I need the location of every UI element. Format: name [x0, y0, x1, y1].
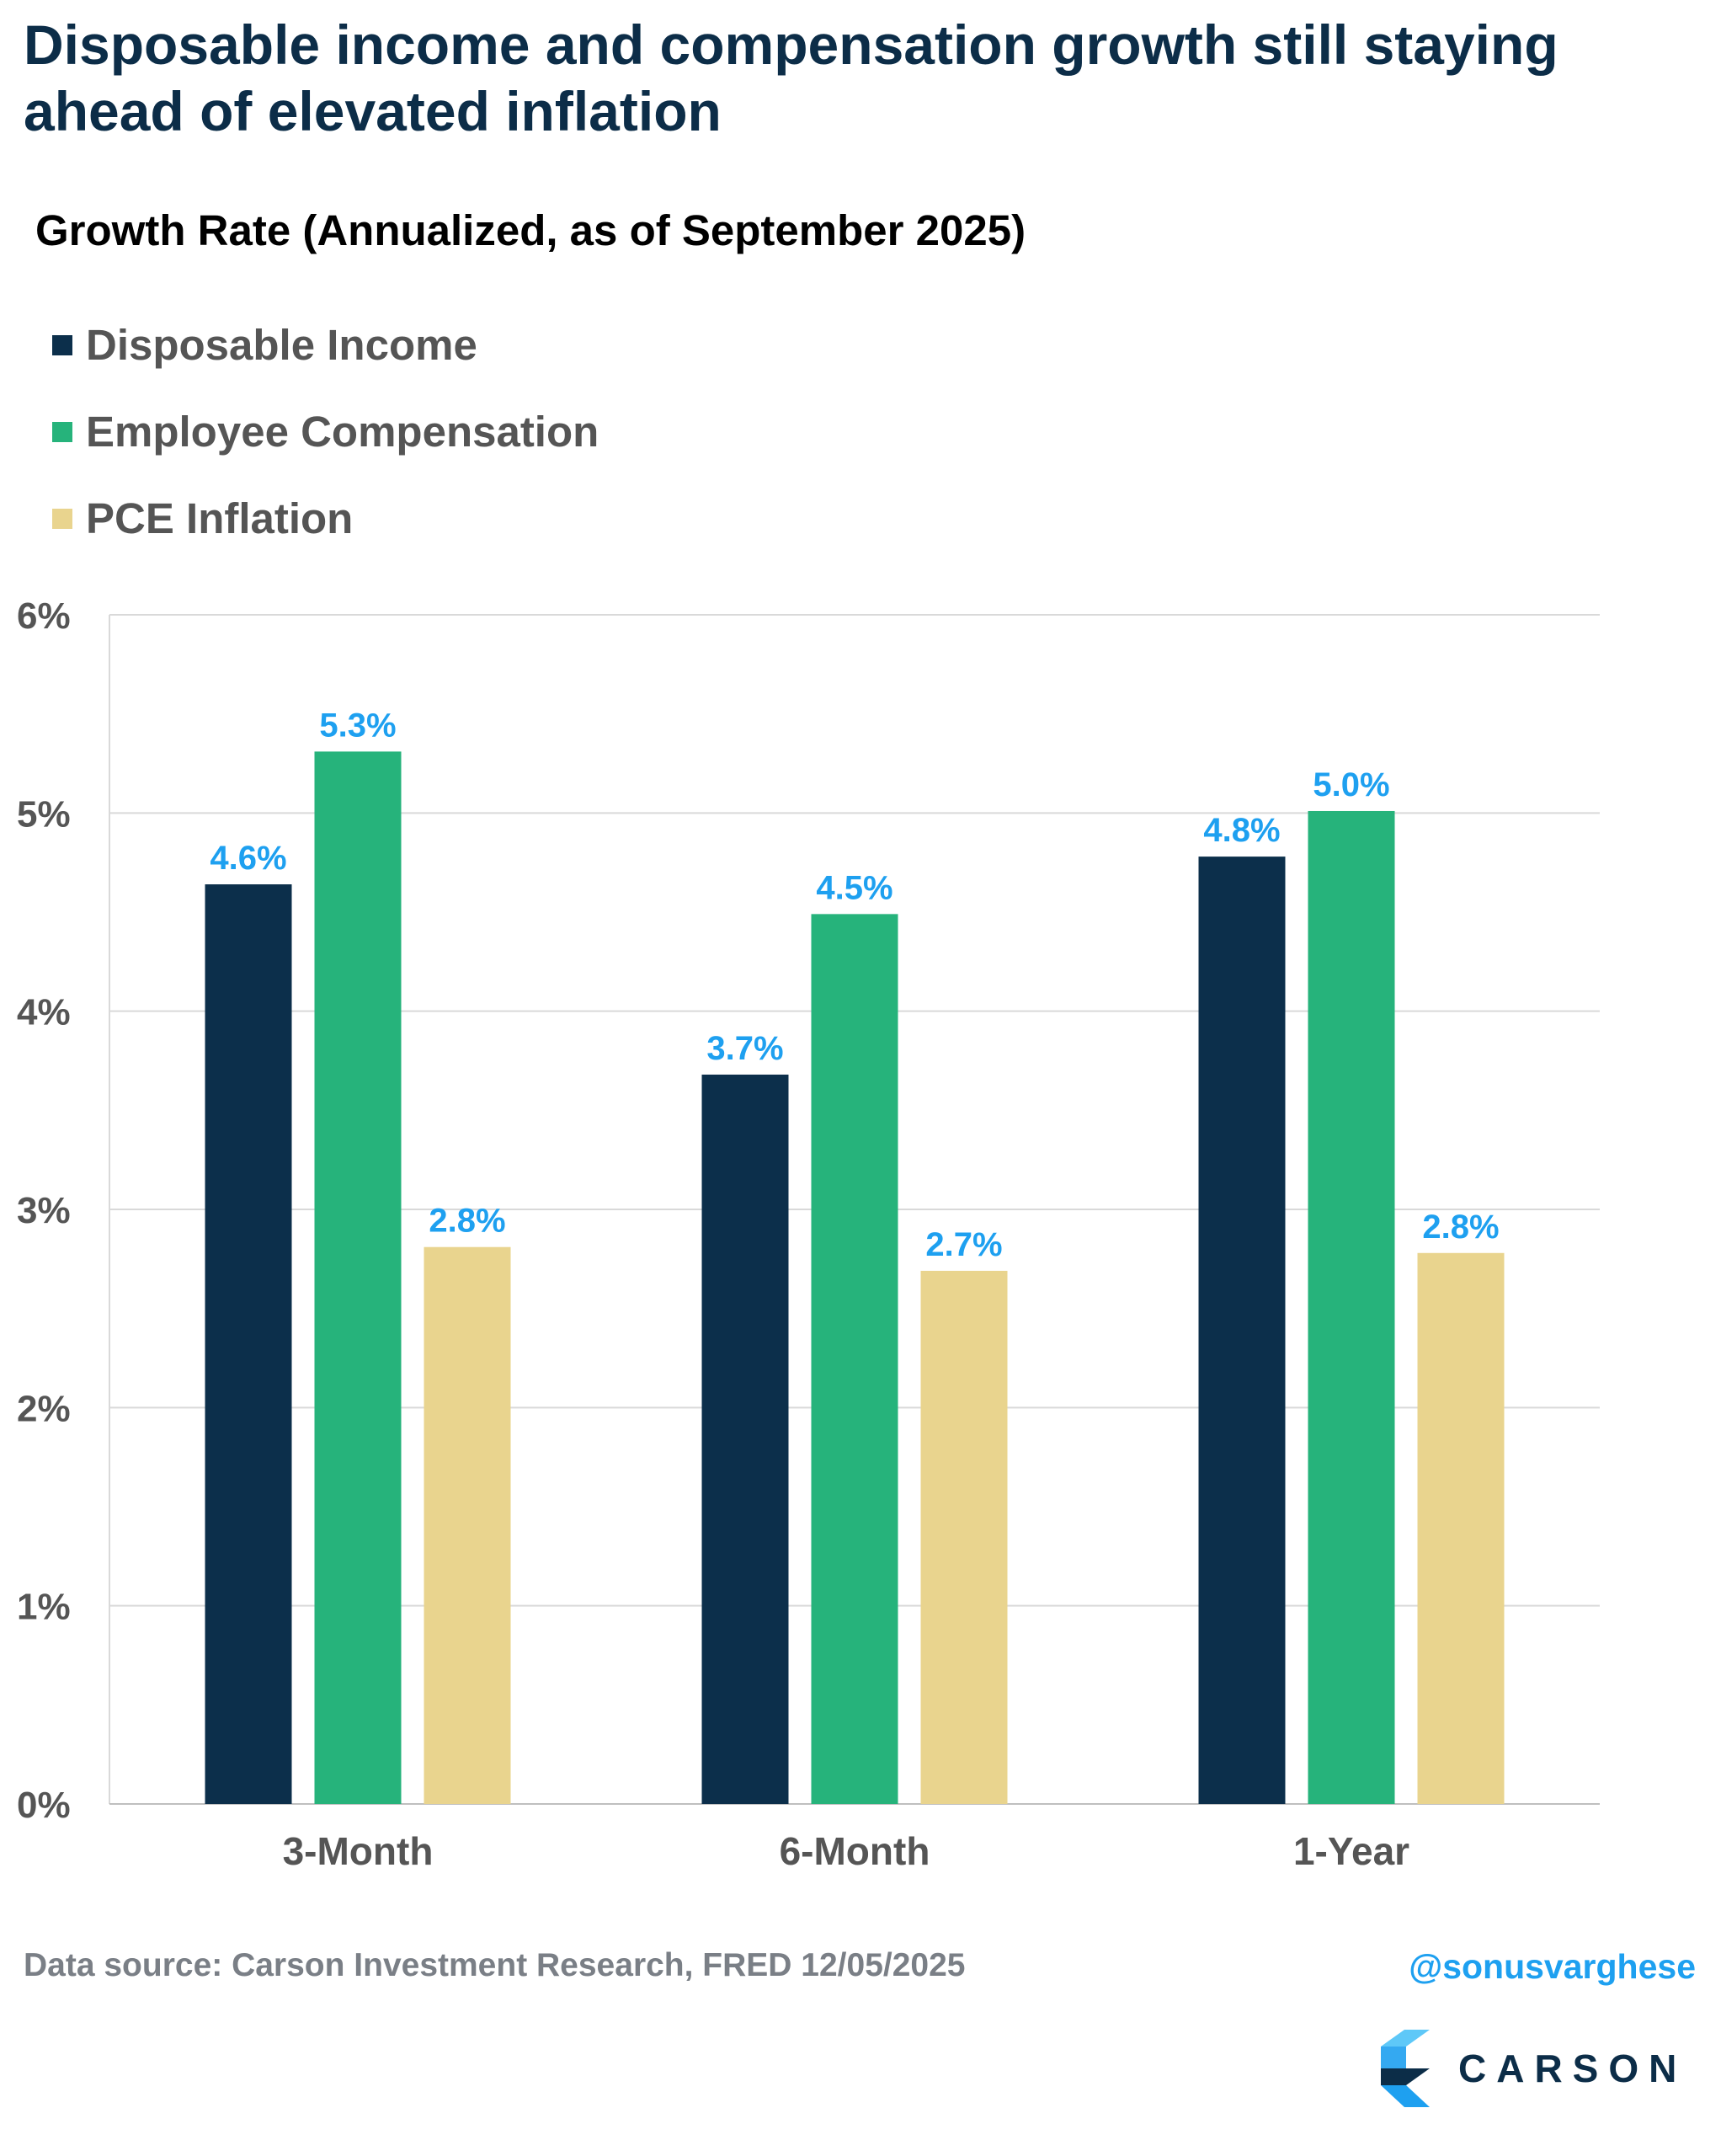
data-label: 4.8%	[1203, 812, 1280, 849]
y-tick-label: 3%	[17, 1190, 71, 1231]
y-tick-label: 1%	[17, 1587, 71, 1628]
y-tick-label: 0%	[17, 1785, 71, 1826]
carson-logo-text: CARSON	[1458, 2047, 1687, 2090]
x-tick-label: 6-Month	[780, 1829, 930, 1873]
data-label: 2.8%	[1422, 1209, 1499, 1246]
data-label: 5.0%	[1313, 766, 1389, 803]
legend-label-employee-compensation: Employee Compensation	[86, 408, 599, 456]
x-tick-label: 1-Year	[1293, 1829, 1409, 1873]
chart-title: Disposable income and compensation growt…	[24, 13, 1558, 142]
bar-chart: 0% 1% 2% 3% 4% 5% 6% 4.6% 5.3% 2.8% 3-Month 3.7% 4.5…	[17, 595, 1600, 1873]
legend-swatch-employee-compensation	[52, 421, 72, 442]
author-handle: @sonusvarghese	[1409, 1947, 1696, 1986]
data-label: 2.7%	[925, 1226, 1002, 1263]
bar	[1417, 1252, 1505, 1804]
y-tick-label: 2%	[17, 1388, 71, 1429]
x-tick-label: 3-Month	[283, 1829, 434, 1873]
data-label: 4.5%	[816, 869, 892, 906]
bar	[205, 884, 292, 1804]
y-tick-label: 5%	[17, 793, 71, 835]
chart-subtitle: Growth Rate (Annualized, as of September…	[35, 206, 1026, 254]
legend-swatch-disposable-income	[52, 334, 72, 355]
data-source-note: Data source: Carson Investment Research,…	[24, 1947, 966, 1983]
data-label: 2.8%	[429, 1203, 505, 1240]
data-label: 5.3%	[319, 707, 396, 744]
data-label: 4.6%	[210, 840, 286, 877]
y-tick-label: 4%	[17, 992, 71, 1033]
bar	[701, 1074, 789, 1804]
bar	[811, 914, 898, 1804]
bar	[314, 751, 402, 1804]
bar	[920, 1270, 1008, 1804]
data-label: 3.7%	[706, 1030, 783, 1067]
legend-label-pce-inflation: PCE Inflation	[86, 494, 354, 542]
legend-swatch-pce-inflation	[52, 508, 72, 529]
bar	[1198, 857, 1286, 1804]
bar	[1308, 810, 1395, 1804]
carson-logo-icon	[1381, 2030, 1430, 2107]
bar	[424, 1246, 511, 1804]
carson-logo: CARSON	[1381, 2030, 1686, 2107]
legend: Disposable Income Employee Compensation …	[52, 302, 599, 562]
legend-item-pce-inflation: PCE Inflation	[52, 475, 599, 562]
y-tick-label: 6%	[17, 595, 71, 637]
legend-label-disposable-income: Disposable Income	[86, 321, 477, 369]
legend-item-disposable-income: Disposable Income	[52, 302, 599, 388]
legend-item-employee-compensation: Employee Compensation	[52, 388, 599, 475]
